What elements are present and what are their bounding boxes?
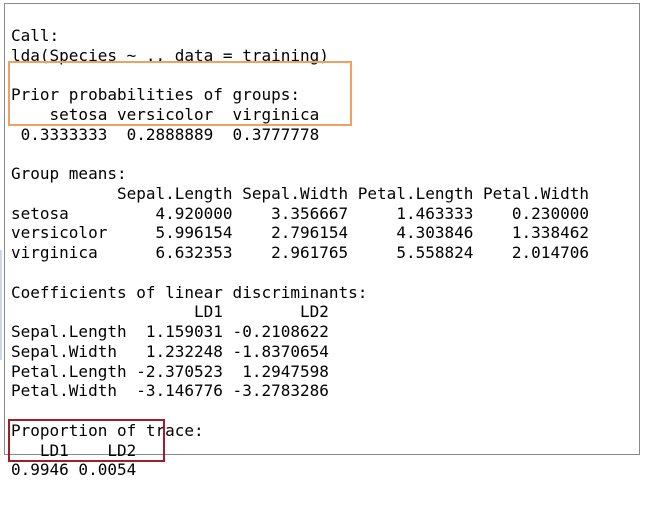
blank-line — [11, 401, 589, 421]
coefficients-row: Petal.Width -3.146776 -3.2783286 — [11, 381, 329, 401]
call-expression: lda(Species ~ ., data = training) — [11, 45, 329, 65]
blank-line — [11, 263, 589, 283]
prior-probabilities-header: setosa versicolor virginica — [11, 104, 320, 124]
left-accent-bar — [0, 250, 2, 360]
proportion-of-trace-highlight — [8, 419, 165, 462]
r-console-output: Call: lda(Species ~ ., data = training) P… — [4, 3, 640, 479]
coefficients-row: Petal.Length -2.370523 1.2947598 — [11, 361, 329, 381]
page: { "console": { "lines": [ "Call:", "lda(… — [0, 3, 640, 480]
group-means-row: setosa 4.920000 3.356667 1.463333 0.2300… — [11, 203, 589, 223]
call-label: Call: — [11, 25, 60, 45]
group-means-row: versicolor 5.996154 2.796154 4.303846 1.… — [11, 223, 589, 243]
group-means-heading: Group means: — [11, 164, 127, 183]
prior-probabilities-values: 0.3333333 0.2888889 0.3777778 — [11, 124, 320, 144]
proportion-of-trace-heading: Proportion of trace: — [11, 420, 204, 440]
console-text: Call: lda(Species ~ ., data = training) P… — [11, 6, 589, 520]
coefficients-header: LD1 LD2 — [11, 302, 329, 322]
group-means-row: virginica 6.632353 2.961765 5.558824 2.0… — [11, 243, 589, 262]
coefficients-row: Sepal.Width 1.232248 -1.8370654 — [11, 341, 329, 361]
coefficients-row: Sepal.Length 1.159031 -0.2108622 — [11, 322, 329, 341]
group-means-header: Sepal.Length Sepal.Width Petal.Length Pe… — [11, 183, 589, 203]
coefficients-heading: Coefficients of linear discriminants: — [11, 282, 368, 302]
prior-probabilities-heading: Prior probabilities of groups: — [11, 85, 300, 104]
proportion-of-trace-values: 0.9946 0.0054 — [11, 460, 146, 480]
proportion-of-trace-header: LD1 LD2 — [11, 440, 146, 460]
blank-line — [11, 144, 589, 164]
prior-probabilities-highlight — [8, 61, 352, 126]
